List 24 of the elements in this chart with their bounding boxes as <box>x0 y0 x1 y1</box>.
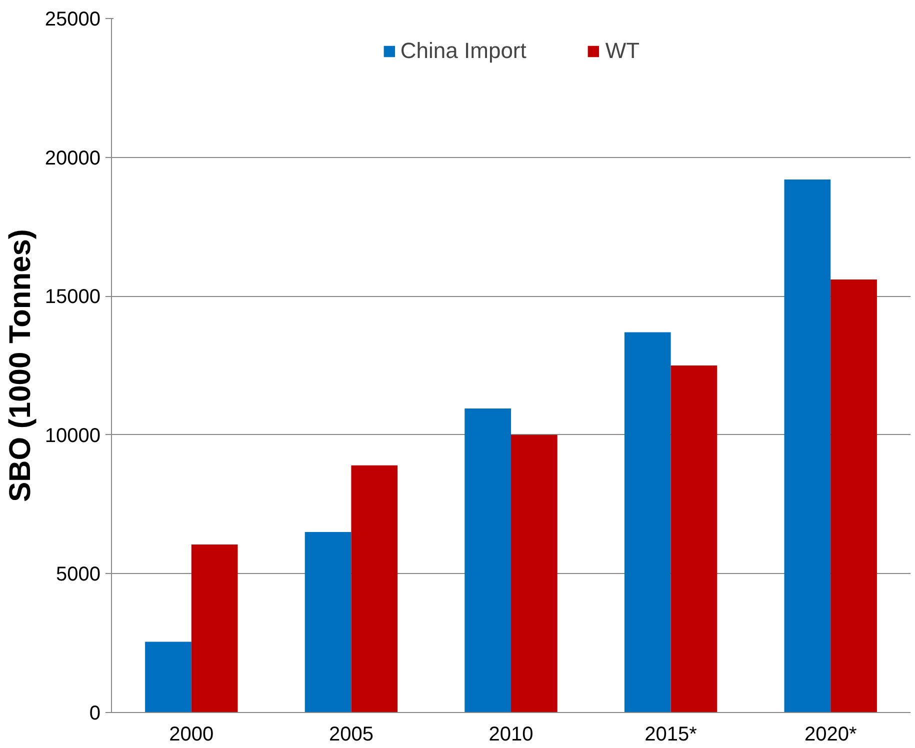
bar <box>145 642 192 712</box>
bar <box>511 434 558 712</box>
y-tick-label: 15000 <box>44 286 101 308</box>
bar <box>830 279 877 712</box>
bar <box>191 544 238 712</box>
bar <box>351 465 398 712</box>
bar <box>784 180 831 712</box>
bar <box>670 366 718 712</box>
y-tick-label: 10000 <box>44 424 101 447</box>
bar <box>304 532 352 712</box>
y-tick-label: 5000 <box>56 564 101 586</box>
legend-label: China Import <box>400 38 526 64</box>
legend-label: WT <box>605 38 640 64</box>
x-tick-label: 2020* <box>804 724 857 746</box>
x-tick-label: 2005 <box>328 724 374 746</box>
bar <box>624 332 671 712</box>
x-tick-label: 2015* <box>644 724 698 746</box>
bar <box>464 408 511 712</box>
y-tick-label: 25000 <box>44 8 101 30</box>
y-tick-label: 20000 <box>44 147 101 170</box>
x-tick-label: 2000 <box>169 724 214 746</box>
y-axis-title: SBO (1000 Tonnes) <box>4 229 37 502</box>
x-tick-label: 2010 <box>488 724 534 746</box>
y-tick-label: 0 <box>89 702 100 724</box>
